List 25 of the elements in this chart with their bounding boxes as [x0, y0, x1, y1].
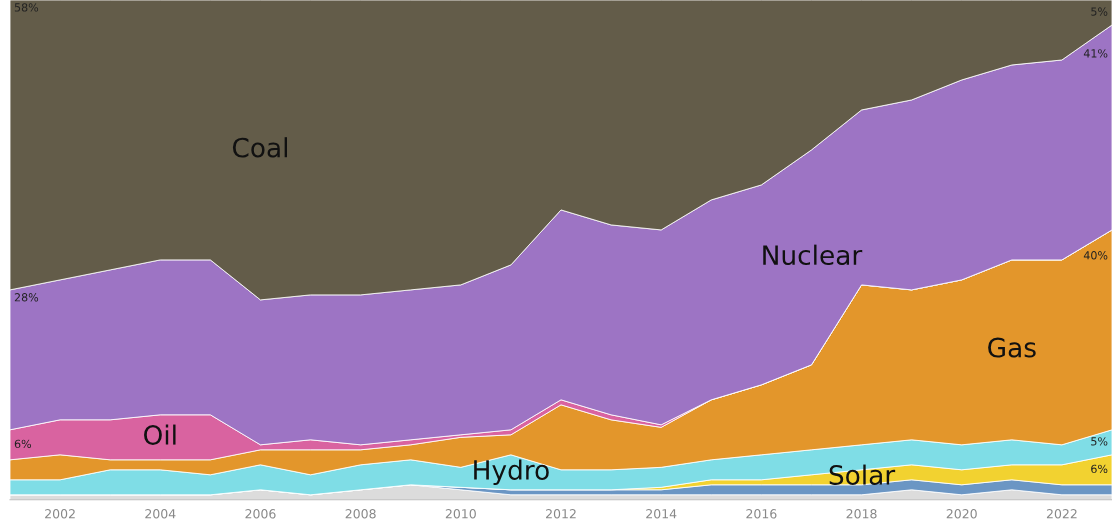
series-label: Hydro: [474, 459, 549, 486]
x-tick-label: 2008: [345, 509, 376, 519]
data-label: 28%: [14, 293, 39, 302]
series-label: Solar: [829, 464, 896, 485]
x-tick-label: 2018: [846, 509, 877, 519]
data-label: 5%: [1091, 437, 1108, 446]
data-label: 40%: [1083, 251, 1108, 260]
x-tick-label: 2020: [946, 509, 977, 519]
x-tick-label: 2004: [145, 509, 176, 519]
data-label: 5%: [1091, 7, 1108, 16]
series-label: Nuclear: [763, 244, 863, 266]
series-label: Gas: [988, 337, 1036, 358]
x-tick-label: 2010: [445, 509, 476, 519]
x-tick-label: 2014: [646, 509, 677, 519]
series-label: Oil: [144, 424, 176, 445]
series-label: Coal: [232, 137, 288, 158]
data-label: 6%: [14, 439, 32, 449]
x-tick-label: 2022: [1046, 509, 1077, 519]
x-tick-label: 2006: [245, 509, 276, 519]
data-label: 58%: [14, 3, 39, 12]
data-label: 41%: [1083, 49, 1108, 58]
x-tick-label: 2002: [45, 509, 75, 519]
x-tick-label: 2012: [546, 509, 576, 519]
data-label: 6%: [1091, 464, 1108, 474]
x-tick-label: 2016: [746, 509, 777, 519]
